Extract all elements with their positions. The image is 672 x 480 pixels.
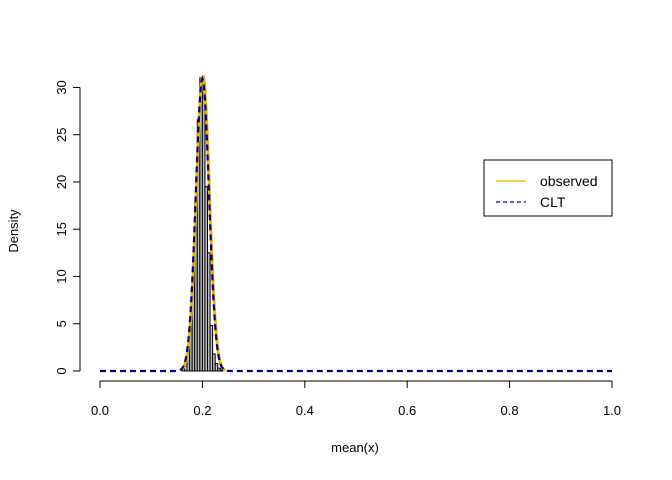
- x-tick-label: 0.6: [398, 403, 416, 418]
- x-tick-label: 0.2: [193, 403, 211, 418]
- histogram-bar: [219, 369, 224, 372]
- x-axis-title: mean(x): [331, 440, 379, 455]
- x-axis: 0.0 0.2 0.4 0.6 0.8 1.0: [91, 380, 621, 418]
- curve-clt: [100, 75, 612, 373]
- legend-box: [483, 159, 613, 217]
- x-tick-label: 0.0: [91, 403, 109, 418]
- y-tick-label: 15: [54, 222, 69, 236]
- histogram-bar: [214, 362, 219, 372]
- y-tick-label: 10: [54, 269, 69, 283]
- x-tick-label: 0.4: [296, 403, 314, 418]
- y-axis: 0 5 10 15 20 25 30: [54, 80, 81, 375]
- y-tick-label: 30: [54, 80, 69, 94]
- legend-label-observed: observed: [540, 173, 598, 189]
- x-tick-label: 0.8: [501, 403, 519, 418]
- y-axis-title: Density: [6, 209, 21, 253]
- y-tick-label: 20: [54, 175, 69, 189]
- x-tick-label: 1.0: [603, 403, 621, 418]
- histogram-bar: [207, 252, 211, 372]
- histogram-bar: [212, 353, 216, 372]
- legend: observed CLT: [483, 159, 613, 217]
- y-tick-label: 0: [54, 367, 69, 374]
- y-tick-label: 25: [54, 127, 69, 141]
- legend-label-clt: CLT: [540, 194, 566, 210]
- histogram-bar: [209, 325, 214, 372]
- y-tick-label: 5: [54, 320, 69, 327]
- density-curves: [100, 74, 612, 373]
